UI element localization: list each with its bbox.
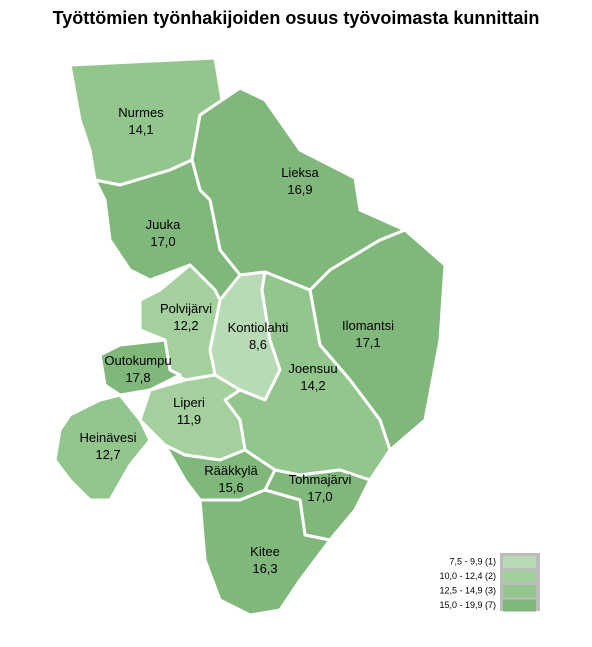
legend-swatch [503,570,536,583]
region [98,338,182,397]
region-name: Rääkkylä [204,463,258,478]
region-name: Tohmajärvi [289,472,352,487]
region-name: Outokumpu [104,353,171,368]
region-name: Lieksa [281,165,319,180]
region-value: 12,7 [95,447,120,462]
legend-label: 15,0 - 19,9 (7) [439,600,496,610]
title: Työttömien työnhakijoiden osuus työvoima… [53,8,540,28]
legend-label: 10,0 - 12,4 (2) [439,571,496,581]
region-name: Juuka [146,217,181,232]
region-name: Liperi [173,395,205,410]
region-name: Ilomantsi [342,318,394,333]
region [198,488,332,617]
region-value: 12,2 [173,318,198,333]
region-value: 17,1 [355,335,380,350]
region [53,393,152,502]
region-value: 15,6 [218,480,243,495]
region-value: 17,0 [307,489,332,504]
region-name: Kitee [250,544,280,559]
region-value: 16,9 [287,182,312,197]
region-name: Polvijärvi [160,301,212,316]
region-value: 17,0 [150,234,175,249]
legend-swatch [503,556,536,568]
region-value: 17,8 [125,370,150,385]
legend-swatch [503,599,536,612]
region-name: Heinävesi [79,430,136,445]
region-value: 16,3 [252,561,277,576]
region-value: 14,1 [128,122,153,137]
region [138,263,222,382]
region-name: Kontiolahti [228,320,289,335]
legend-label: 7,5 - 9,9 (1) [449,556,496,566]
region-name: Joensuu [288,361,337,376]
region-value: 11,9 [177,412,201,427]
region-value: 8,6 [249,337,267,352]
legend-swatch [503,585,536,597]
region-value: 14,2 [300,378,325,393]
region [138,373,247,462]
region-name: Nurmes [118,105,164,120]
legend-label: 12,5 - 14,9 (3) [439,585,496,595]
